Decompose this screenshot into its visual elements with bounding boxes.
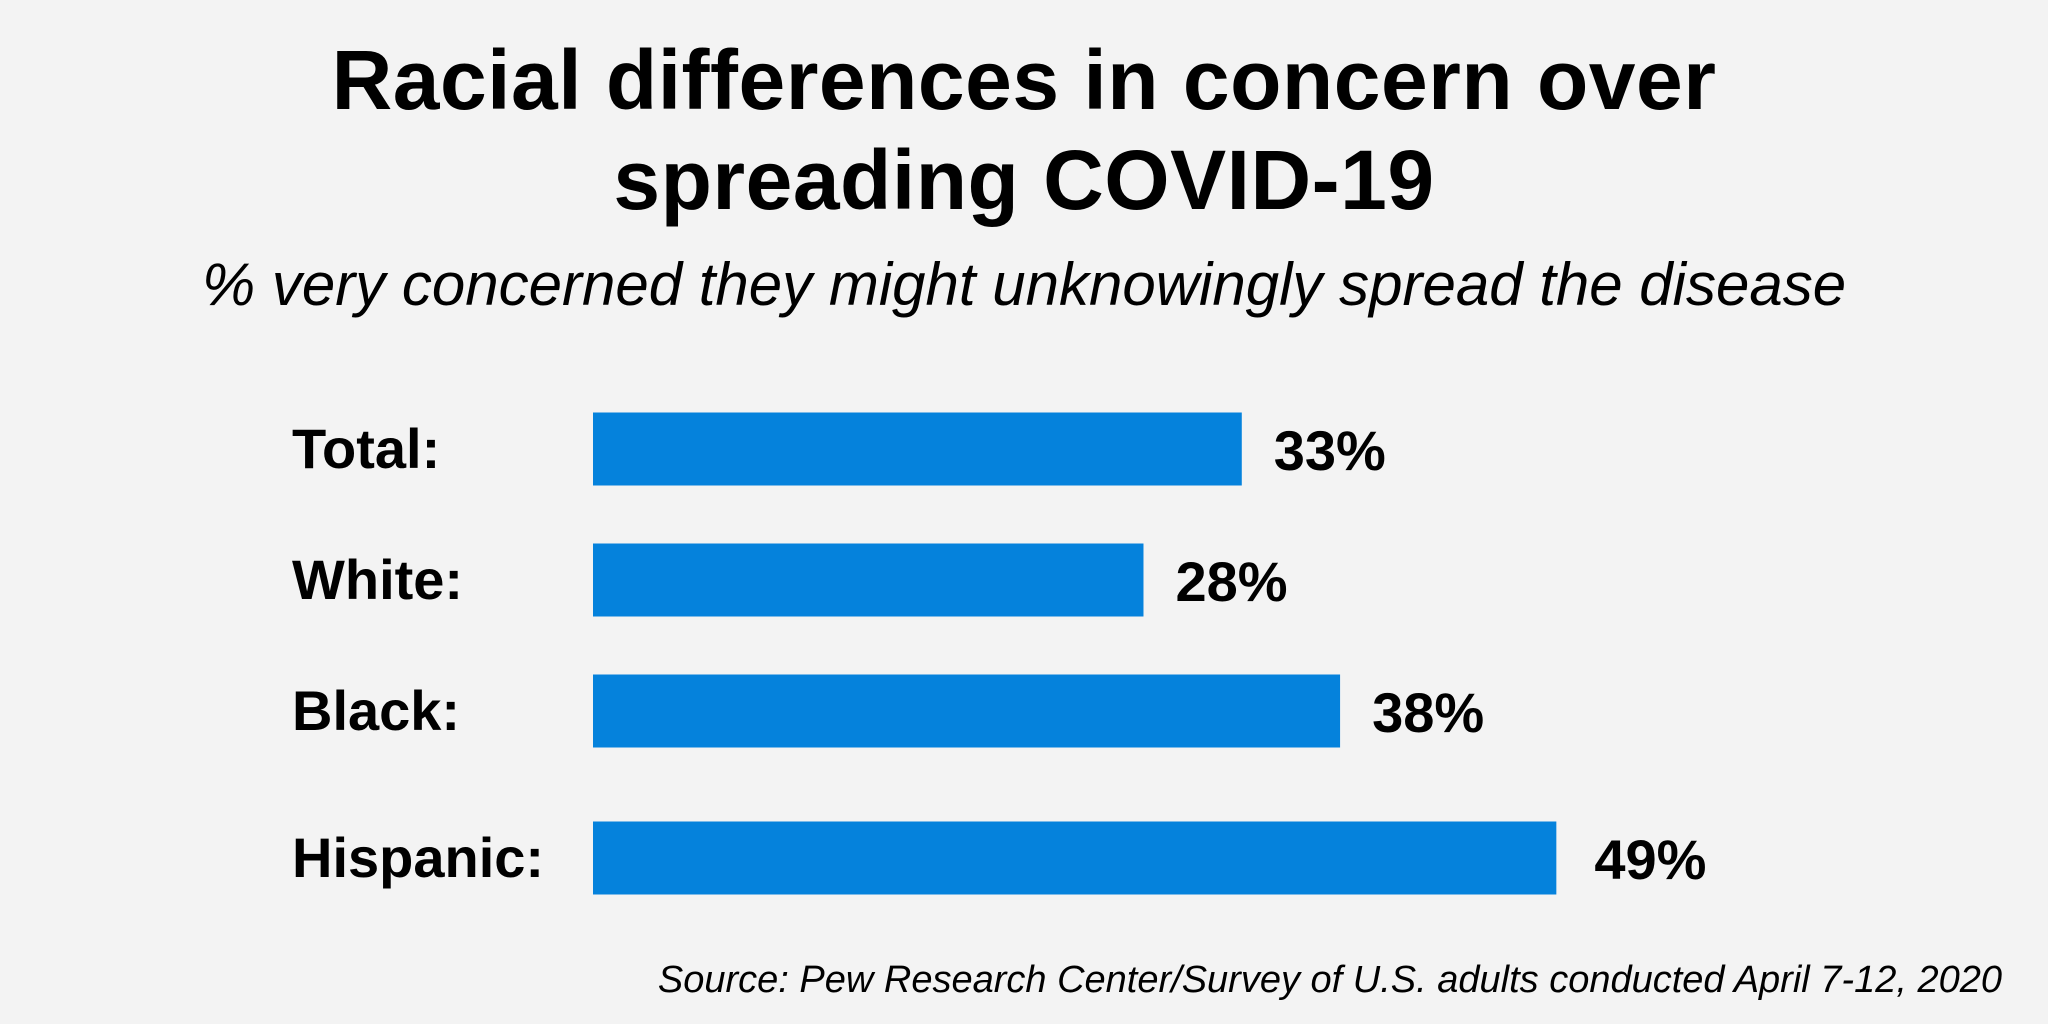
value-label: 49%	[1594, 828, 1706, 891]
chart-title-text: Racial differences in concern over spread…	[331, 33, 1717, 227]
chart-subtitle: % very concerned they might unknowingly …	[201, 251, 1847, 318]
category-label: Total:	[292, 417, 440, 480]
value-label: 33%	[1274, 419, 1386, 482]
bar	[593, 821, 1557, 895]
category-label: White:	[292, 548, 463, 611]
value-label: 28%	[1175, 550, 1287, 613]
bars-group: Total: 33% White: 28% Black: 38% Hispanic: 49%	[292, 412, 1706, 895]
bar	[593, 412, 1242, 486]
source-note: Source: Pew Research Center/Survey of U.…	[657, 959, 2002, 1001]
bar	[593, 674, 1341, 748]
bar	[593, 543, 1144, 617]
value-label: 38%	[1372, 681, 1484, 744]
category-label: Black:	[292, 679, 460, 742]
category-label: Hispanic:	[292, 826, 544, 889]
chart-title: Racial differences in concern over spread…	[0, 30, 2048, 230]
